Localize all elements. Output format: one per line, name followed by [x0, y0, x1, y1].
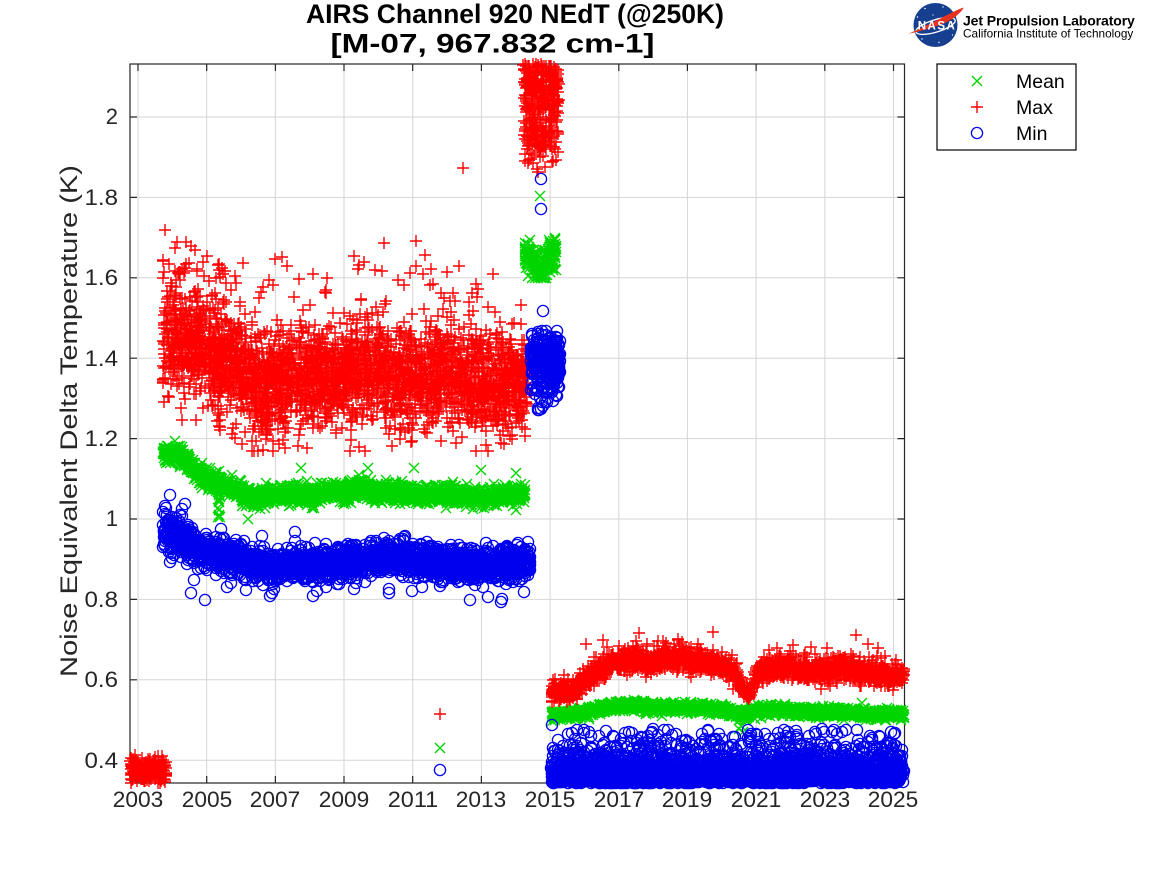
svg-text:2003: 2003: [113, 787, 164, 812]
svg-text:0.8: 0.8: [85, 587, 119, 612]
svg-text:1.6: 1.6: [85, 265, 119, 290]
svg-text:2013: 2013: [456, 787, 507, 812]
svg-text:2023: 2023: [800, 787, 851, 812]
svg-text:AIRS Channel 920 NEdT (@250K): AIRS Channel 920 NEdT (@250K): [306, 0, 724, 29]
svg-text:1.4: 1.4: [85, 346, 119, 371]
svg-text:2025: 2025: [868, 787, 919, 812]
svg-text:2005: 2005: [182, 787, 233, 812]
svg-text:2011: 2011: [388, 787, 439, 812]
svg-text:1: 1: [106, 506, 118, 531]
svg-text:2019: 2019: [662, 787, 713, 812]
svg-text:0.6: 0.6: [85, 667, 119, 692]
svg-text:2021: 2021: [731, 787, 782, 812]
svg-text:2: 2: [106, 104, 118, 129]
svg-text:1.2: 1.2: [85, 426, 119, 451]
svg-text:0.4: 0.4: [85, 748, 119, 773]
svg-text:2009: 2009: [319, 787, 370, 812]
svg-text:2007: 2007: [250, 787, 301, 812]
svg-text:Noise Equivalent Delta Tempera: Noise Equivalent Delta Temperature (K): [56, 165, 83, 677]
svg-text:2017: 2017: [594, 787, 645, 812]
svg-text:[M-07, 967.832 cm-1]: [M-07, 967.832 cm-1]: [331, 29, 655, 59]
svg-text:2015: 2015: [525, 787, 576, 812]
svg-text:1.8: 1.8: [85, 185, 119, 210]
